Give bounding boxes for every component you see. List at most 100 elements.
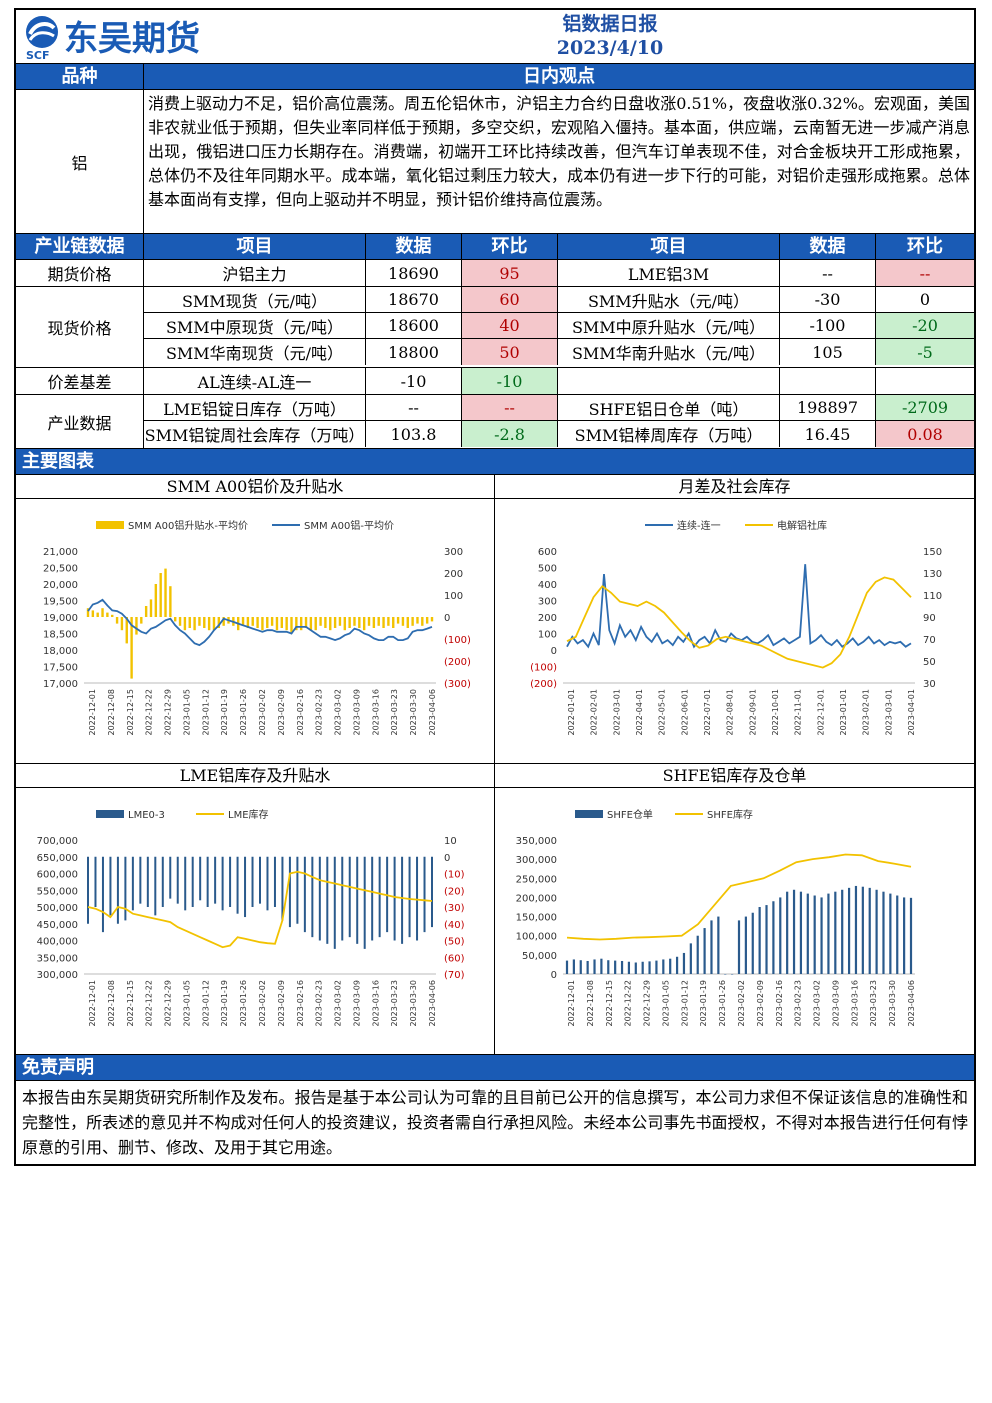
- bar: [164, 568, 167, 617]
- x-tick-label: 2022-12-22: [145, 980, 154, 1027]
- bar: [115, 617, 119, 624]
- x-tick-label: 2023-01-05: [182, 980, 191, 1027]
- x-tick-label: 2022-12-08: [586, 980, 595, 1027]
- item-value: --: [366, 395, 462, 420]
- y-tick-label: 700,000: [37, 836, 78, 847]
- table-header: 产业链数据: [16, 234, 144, 259]
- bar: [214, 856, 217, 904]
- x-tick-label: 2022-06-01: [680, 689, 689, 736]
- table-row: SMM华南现货（元/吨） 18800 50 SMM华南升贴水（元/吨） 105 …: [144, 339, 974, 365]
- chart-title-2: 月差及社会库存: [495, 475, 974, 499]
- company-logo: SCF 东吴期货: [18, 12, 244, 62]
- bar: [314, 617, 317, 631]
- x-tick-label: 2023-02-09: [756, 980, 765, 1027]
- y2-tick-label: 0: [444, 853, 450, 864]
- bar: [244, 856, 247, 918]
- table-row: AL连续-AL连一 -10 -10: [144, 368, 974, 394]
- y-tick-label: 500,000: [37, 903, 78, 914]
- item-change: --: [462, 395, 558, 420]
- charts-row-2: LME铝库存及升贴水 LME0-3 LME库存 700,000 650,000 600,…: [16, 764, 974, 1055]
- chart-cell-2: 月差及社会库存 连续-连一 电解铝社库 600 500 400 300 200 100 0 (10…: [495, 475, 974, 763]
- bar: [579, 960, 582, 974]
- y-tick-label: 21,000: [43, 547, 78, 558]
- y2-tick-label: 70: [923, 635, 936, 646]
- bar: [273, 856, 276, 907]
- bar: [333, 856, 336, 949]
- bar: [861, 886, 864, 974]
- bar: [431, 856, 433, 928]
- item-change: -5: [876, 339, 974, 365]
- x-tick-label: 2023-01-26: [718, 980, 727, 1027]
- x-tick-label: 2023-01-19: [699, 980, 708, 1027]
- bar: [772, 901, 775, 974]
- bar: [392, 617, 395, 628]
- bar: [358, 617, 361, 628]
- y-tick-label: 250,000: [516, 874, 557, 885]
- item-value: --: [780, 260, 876, 286]
- y-tick-label: 350,000: [516, 836, 557, 847]
- group-label: 价差基差: [16, 368, 144, 394]
- x-tick-label: 2023-04-01: [907, 689, 916, 736]
- x-tick-label: 2022-12-29: [164, 980, 173, 1027]
- bar: [854, 885, 858, 974]
- group-label: 现货价格: [16, 287, 144, 367]
- x-tick-label: 2023-03-09: [831, 980, 840, 1027]
- bar: [396, 617, 400, 624]
- y2-tick-label: (70): [444, 970, 465, 981]
- y2-tick-label: (50): [444, 937, 465, 948]
- bar: [751, 912, 754, 974]
- x-tick-label: 2023-01-12: [680, 980, 689, 1027]
- item-change: -20: [876, 313, 974, 338]
- bar: [303, 856, 306, 933]
- bar: [786, 891, 789, 974]
- bar: [266, 856, 269, 911]
- bar: [362, 617, 366, 631]
- item-name: 沪铝主力: [144, 260, 366, 286]
- x-tick-label: 2022-01-01: [567, 689, 576, 736]
- table-row: SMM铝锭周社会库存（万吨） 103.8 -2.8 SMM铝棒周库存（万吨） 1…: [144, 421, 974, 447]
- bar: [416, 617, 419, 624]
- bar: [634, 962, 637, 974]
- bar: [131, 856, 134, 911]
- table-group: 价差基差 AL连续-AL连一 -10 -10: [16, 368, 974, 395]
- y2-tick-label: 200: [444, 569, 463, 580]
- charts-section-title: 主要图表: [16, 449, 974, 475]
- item-change: -10: [462, 368, 558, 394]
- table-group: 期货价格 沪铝主力 18690 95 LME铝3M -- --: [16, 260, 974, 287]
- x-tick-label: 2022-12-01: [88, 980, 97, 1027]
- bar: [120, 617, 124, 631]
- item-change: --: [876, 260, 974, 286]
- y-tick-label: 19,500: [43, 597, 78, 608]
- y-tick-label: 17,500: [43, 663, 78, 674]
- bar: [758, 907, 761, 974]
- bar: [304, 617, 308, 628]
- bar: [280, 617, 284, 628]
- spread-line: [566, 564, 912, 649]
- item-name: SMM铝棒周库存（万吨）: [558, 421, 780, 447]
- chart-spread-inventory: 连续-连一 电解铝社库 600 500 400 300 200 100 0 (100) (200) 1…: [530, 519, 942, 736]
- bar: [154, 856, 157, 916]
- x-tick-label: 2023-03-09: [352, 689, 361, 736]
- bar: [372, 617, 376, 628]
- bar: [737, 920, 741, 974]
- bar: [198, 617, 201, 626]
- bar: [421, 617, 424, 626]
- y-tick-label: 200,000: [516, 893, 557, 904]
- x-tick-label: 2023-02-09: [277, 689, 286, 736]
- x-tick-label: 2023-03-02: [334, 689, 343, 736]
- legend-label: 连续-连一: [677, 519, 721, 532]
- bar: [341, 856, 344, 941]
- bar: [207, 617, 211, 631]
- bar: [744, 916, 747, 974]
- x-tick-label: 2023-03-01: [884, 689, 893, 736]
- bar: [241, 617, 245, 626]
- bar: [393, 856, 396, 941]
- bar: [221, 856, 224, 911]
- bar: [140, 617, 143, 624]
- x-tick-label: 2022-12-08: [107, 689, 116, 736]
- bar: [363, 856, 366, 949]
- y-tick-label: (100): [530, 663, 557, 674]
- report-header: SCF 东吴期货 铝数据日报 2023/4/10: [16, 10, 974, 64]
- bar: [406, 617, 409, 628]
- bar: [96, 612, 99, 617]
